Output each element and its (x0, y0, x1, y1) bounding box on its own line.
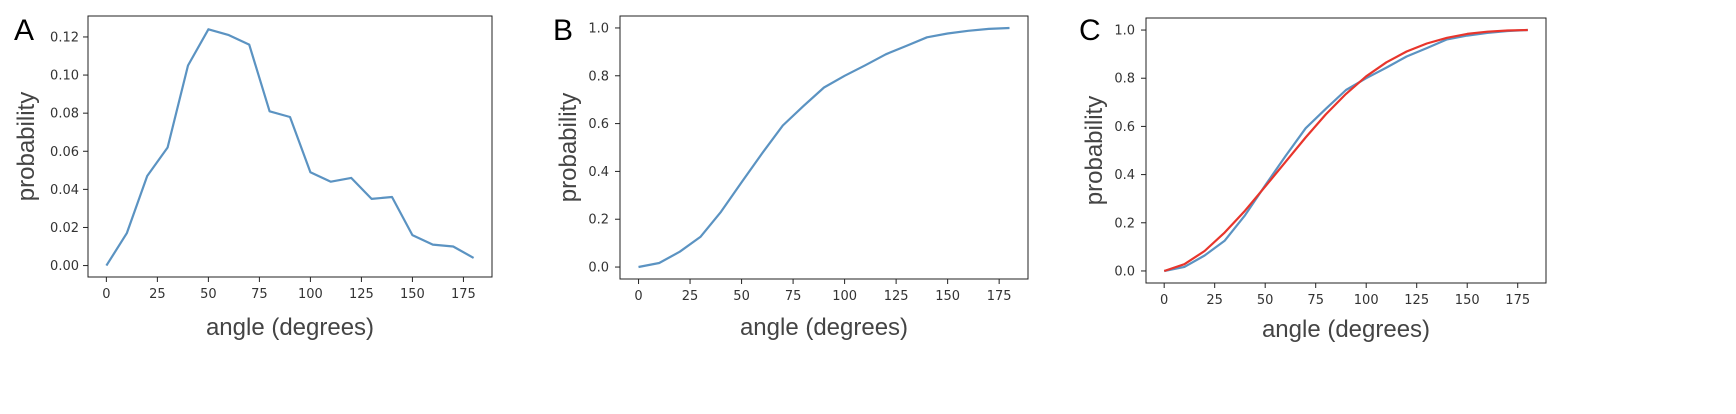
x-tick-label: 25 (1206, 293, 1223, 308)
x-tick-label: 25 (149, 287, 166, 302)
x-axis-label: angle (degrees) (1262, 316, 1430, 343)
x-tick-label: 100 (1354, 293, 1379, 308)
x-tick-label: 175 (1505, 293, 1530, 308)
y-tick-label: 1.0 (1114, 24, 1135, 39)
x-tick-label: 50 (733, 289, 750, 304)
x-tick-label: 175 (987, 289, 1012, 304)
x-tick-label: 0 (634, 289, 642, 304)
y-tick-label: 0.02 (50, 221, 79, 236)
y-tick-label: 0.10 (50, 69, 79, 84)
x-tick-label: 100 (832, 289, 857, 304)
x-tick-label: 150 (935, 289, 960, 304)
y-tick-label: 0.0 (1114, 264, 1135, 279)
y-tick-label: 0.0 (588, 261, 609, 276)
x-tick-label: 75 (785, 289, 802, 304)
x-tick-label: 125 (349, 287, 374, 302)
series-line-1 (638, 26, 1010, 269)
x-axis-label: angle (degrees) (740, 314, 908, 341)
x-axis-label: angle (degrees) (206, 314, 374, 341)
series-line-2 (1163, 28, 1528, 273)
x-tick-label: 0 (1160, 293, 1168, 308)
chart-panel-a: A 0 25 50 75 100 125 150 175 0.00 0.02 0.04 0.06 0.08… (13, 14, 493, 341)
y-tick-label: 0.04 (50, 183, 79, 198)
x-tick-label: 50 (200, 287, 217, 302)
y-tick-label: 0.12 (50, 30, 79, 45)
x-tick-label: 75 (1307, 293, 1324, 308)
y-tick-label: 0.2 (588, 213, 609, 228)
y-tick-label: 0.8 (1114, 72, 1135, 87)
y-tick-label: 0.00 (50, 259, 79, 274)
x-tick-label: 125 (884, 289, 909, 304)
y-tick-label: 0.4 (1114, 168, 1135, 183)
x-tick-label: 125 (1404, 293, 1429, 308)
x-tick-label: 150 (400, 287, 425, 302)
y-axis-label: probability (555, 93, 582, 202)
chart-panel-b: B 0 25 50 75 100 125 150 175 0.0 0.2 0.4 0.6 0.8 1.0 an… (553, 14, 1029, 341)
series-line-1 (1163, 28, 1528, 273)
x-tick-label: 75 (251, 287, 268, 302)
y-tick-label: 0.6 (588, 117, 609, 132)
plot-frame (1145, 17, 1547, 284)
y-tick-label: 0.2 (1114, 216, 1135, 231)
y-axis-label: probability (13, 92, 40, 201)
x-tick-label: 0 (102, 287, 110, 302)
y-axis-label: probability (1081, 96, 1108, 205)
y-tick-label: 1.0 (588, 21, 609, 36)
x-tick-label: 100 (298, 287, 323, 302)
y-tick-label: 0.06 (50, 145, 79, 160)
y-tick-label: 0.6 (1114, 120, 1135, 135)
panel-label: B (553, 14, 573, 47)
panel-label: A (14, 14, 34, 47)
panel-label: C (1079, 14, 1101, 47)
x-tick-label: 50 (1257, 293, 1274, 308)
y-tick-label: 0.4 (588, 165, 609, 180)
x-tick-label: 175 (451, 287, 476, 302)
x-tick-label: 25 (682, 289, 699, 304)
x-tick-label: 150 (1455, 293, 1480, 308)
y-tick-label: 0.08 (50, 107, 79, 122)
y-tick-label: 0.8 (588, 69, 609, 84)
chart-panel-c: C 0 25 50 75 100 125 150 175 0.0 0.2 0.4 0.6 0.8 1.0 an… (1079, 14, 1547, 343)
series-line-1 (105, 28, 475, 267)
plot-frame (619, 15, 1029, 280)
plot-frame (87, 15, 493, 278)
